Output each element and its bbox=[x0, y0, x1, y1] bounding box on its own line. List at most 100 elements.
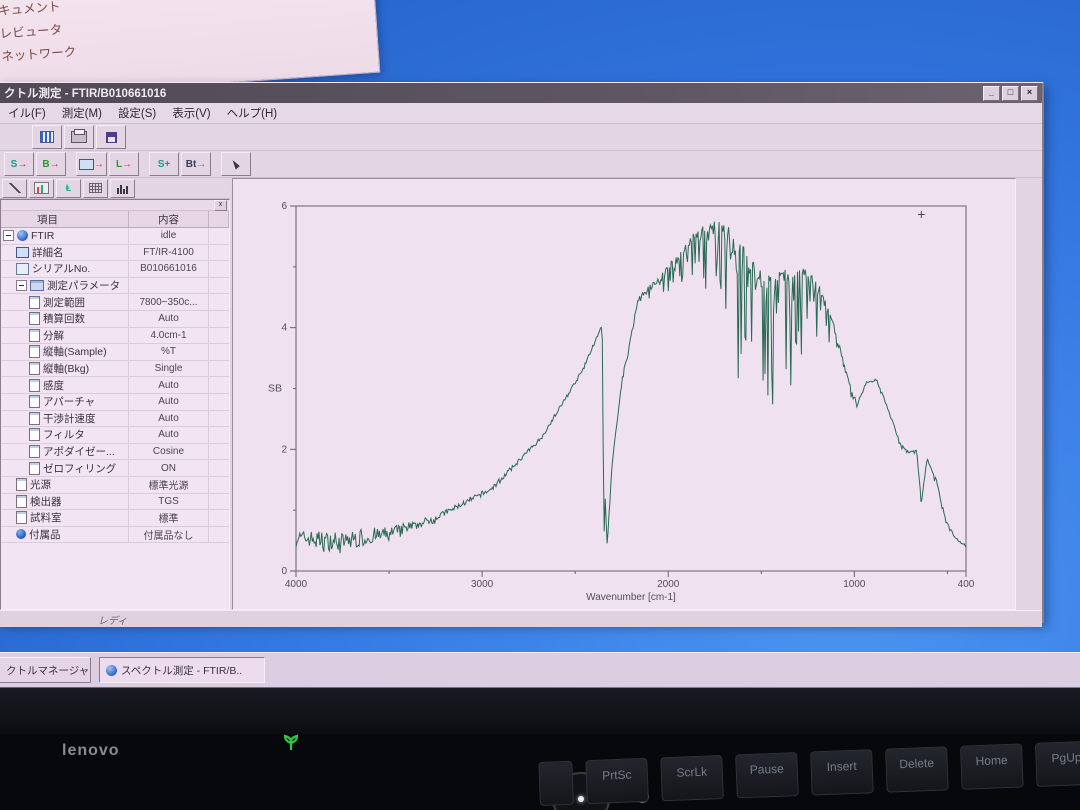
background-measure-button-glyph: B bbox=[42, 158, 50, 170]
param-row[interactable]: 付属品 付属品なし bbox=[1, 526, 229, 544]
param-value: %T bbox=[129, 344, 209, 360]
page-icon bbox=[29, 362, 40, 376]
page-icon bbox=[29, 328, 40, 342]
spectrum-chart-panel[interactable]: 0 2 4 6 4000 3000 2000 1000 400 SB Wavenumber [cm-… bbox=[232, 178, 1016, 610]
param-label: 光源 bbox=[30, 479, 51, 492]
grid-view-button-icon bbox=[89, 183, 102, 193]
tree-collapse-icon[interactable] bbox=[3, 230, 14, 242]
background-measure-button[interactable]: B → bbox=[36, 152, 66, 176]
page-icon bbox=[29, 295, 40, 309]
overlay-chart-button-icon bbox=[34, 182, 49, 194]
param-row[interactable]: 積算回数 Auto bbox=[1, 310, 229, 328]
param-row[interactable]: 測定パラメータ bbox=[1, 277, 229, 295]
param-row[interactable]: 詳細名 FT/IR-4100 bbox=[1, 244, 229, 262]
peak-pick-button[interactable]: Ⱡ bbox=[56, 178, 81, 198]
param-label: 検出器 bbox=[30, 495, 62, 508]
param-row[interactable]: 分解 4.0cm-1 bbox=[1, 327, 229, 345]
param-label: 感度 bbox=[43, 379, 64, 392]
y-axis-title: SB bbox=[268, 383, 282, 395]
key-home: Home bbox=[959, 743, 1024, 790]
param-label: 積算回数 bbox=[43, 313, 85, 326]
key-pgup: PgUp bbox=[1034, 740, 1080, 787]
close-button[interactable]: × bbox=[1021, 86, 1038, 101]
spectrum-plot[interactable]: 0 2 4 6 4000 3000 2000 1000 400 SB Wavenumber [cm-… bbox=[233, 179, 1015, 611]
param-row[interactable]: 検出器 TGS bbox=[1, 493, 229, 511]
menu-view[interactable]: 表示(V) bbox=[172, 108, 211, 120]
param-row[interactable]: 干渉計速度 Auto bbox=[1, 410, 229, 428]
param-value: 標準光源 bbox=[129, 476, 209, 493]
param-row[interactable]: アポダイゼー... Cosine bbox=[1, 443, 229, 461]
menu-measure[interactable]: 測定(M) bbox=[61, 108, 102, 120]
pointer-select-button[interactable] bbox=[221, 152, 251, 176]
minimize-button[interactable]: _ bbox=[983, 86, 1000, 101]
panel-grip[interactable]: x bbox=[1, 200, 229, 211]
menu-help[interactable]: ヘルプ(H) bbox=[226, 108, 278, 120]
param-row[interactable]: アパーチャ Auto bbox=[1, 393, 229, 411]
save-button[interactable] bbox=[96, 125, 126, 149]
page-icon bbox=[29, 312, 40, 326]
bt-measure-button[interactable]: Bt → bbox=[181, 152, 211, 176]
print-button[interactable] bbox=[64, 125, 94, 149]
param-row[interactable]: フィルタ Auto bbox=[1, 427, 229, 444]
bt-measure-button-glyph: Bt bbox=[185, 158, 197, 170]
window-title: クトル測定 - FTIR/B010661016 bbox=[4, 88, 167, 100]
param-label: シリアルNo. bbox=[32, 263, 91, 276]
x-tick-label: 400 bbox=[958, 579, 975, 590]
menu-file[interactable]: イル(F) bbox=[8, 108, 46, 120]
print-button-icon bbox=[71, 129, 87, 143]
param-label: 分解 bbox=[43, 329, 64, 342]
param-row[interactable]: 測定範囲 7800~350c... bbox=[1, 294, 229, 311]
column-header-value: 内容 bbox=[129, 211, 209, 227]
spectrum-curve bbox=[295, 221, 967, 554]
param-row[interactable]: FTIR idle bbox=[1, 228, 229, 245]
param-label: 干渉計速度 bbox=[43, 412, 96, 425]
page-icon bbox=[29, 395, 40, 409]
param-row[interactable]: 縦軸(Sample) %T bbox=[1, 344, 229, 361]
param-row[interactable]: 試料室 標準 bbox=[1, 510, 229, 527]
laptop-keyboard-deck: lenovo PrtSc ScrLk Pause Insert Delete Home Pg… bbox=[0, 734, 1080, 810]
panel-close-icon[interactable]: x bbox=[214, 200, 227, 211]
param-value: Auto bbox=[129, 410, 209, 427]
param-value: 7800~350c... bbox=[129, 294, 209, 310]
load-measure-button[interactable]: L → bbox=[109, 152, 139, 176]
spectrum-view-button[interactable] bbox=[32, 125, 62, 149]
menu-settings[interactable]: 設定(S) bbox=[117, 108, 157, 120]
grid-view-button[interactable] bbox=[83, 178, 108, 198]
key-prtsc: PrtSc bbox=[585, 757, 649, 805]
sample-measure-button[interactable]: S → bbox=[4, 152, 34, 176]
taskbar-button-spectra-measurement[interactable]: スペクトル測定 - FTIR/B.. bbox=[99, 657, 265, 683]
param-label: フィルタ bbox=[43, 429, 85, 442]
laptop-bezel bbox=[0, 688, 1080, 734]
parameter-table-header: 項目 内容 bbox=[1, 211, 229, 228]
param-label: 測定範囲 bbox=[43, 296, 85, 309]
taskbar-button-spectra-manager[interactable]: クトルマネージャ bbox=[0, 657, 91, 683]
overlay-chart-button[interactable] bbox=[29, 178, 54, 198]
tree-collapse-icon[interactable] bbox=[16, 280, 27, 292]
param-value: Auto bbox=[129, 310, 209, 327]
load-measure-button-arrow-icon: → bbox=[122, 158, 133, 170]
maximize-button[interactable]: □ bbox=[1002, 86, 1019, 101]
desktop-label-network: ネットワーク bbox=[0, 44, 77, 64]
sample-plus-button[interactable]: S+ bbox=[149, 152, 179, 176]
key-delete: Delete bbox=[885, 746, 949, 793]
draw-line-button[interactable] bbox=[2, 178, 27, 198]
draw-line-button-icon bbox=[8, 183, 21, 193]
param-row[interactable]: 感度 Auto bbox=[1, 377, 229, 394]
x-tick-label: 4000 bbox=[285, 579, 308, 590]
pointer-select-button-icon bbox=[232, 158, 240, 170]
histogram-button[interactable] bbox=[110, 178, 135, 198]
param-value: Auto bbox=[129, 393, 209, 410]
param-value: Cosine bbox=[129, 443, 209, 460]
monitor-measure-button[interactable]: → bbox=[76, 152, 107, 176]
title-bar[interactable]: クトル測定 - FTIR/B010661016 _ □ × bbox=[0, 83, 1042, 103]
key-scrlk: ScrLk bbox=[660, 754, 724, 802]
param-row[interactable]: 縦軸(Bkg) Single bbox=[1, 360, 229, 378]
sample-plus-button-glyph: S+ bbox=[157, 158, 171, 170]
monitor-measure-button-icon bbox=[79, 158, 94, 170]
y-tick-label: 4 bbox=[281, 323, 287, 334]
param-row[interactable]: 光源 標準光源 bbox=[1, 476, 229, 494]
spectra-measurement-window: クトル測定 - FTIR/B010661016 _ □ × イル(F) 測定(M… bbox=[0, 82, 1044, 627]
param-row[interactable]: シリアルNo. B010661016 bbox=[1, 261, 229, 278]
param-row[interactable]: ゼロフィリング ON bbox=[1, 460, 229, 477]
key-partial bbox=[538, 760, 574, 806]
